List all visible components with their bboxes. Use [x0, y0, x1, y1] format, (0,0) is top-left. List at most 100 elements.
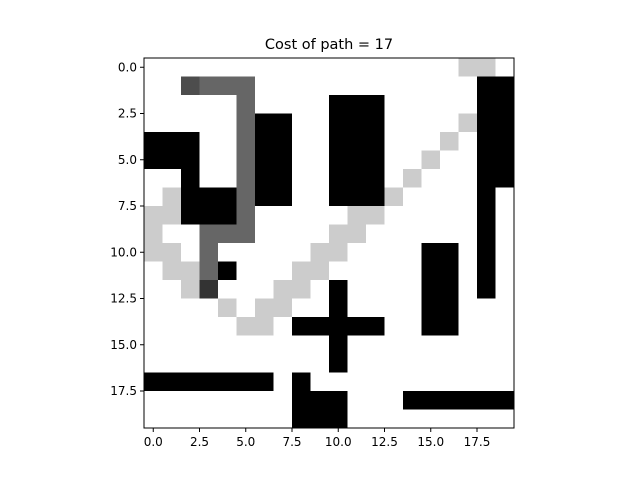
heatmap-cell-7-12 — [366, 187, 385, 207]
heatmap-cell-5-5 — [236, 150, 256, 170]
y-tick-label: 10.0 — [110, 245, 137, 259]
heatmap-cell-2-10 — [329, 95, 348, 114]
heatmap-cell-5-8 — [292, 150, 311, 170]
heatmap-cell-1-14 — [403, 76, 422, 96]
heatmap-cell-17-17 — [458, 372, 478, 392]
heatmap-cell-7-19 — [495, 187, 515, 207]
heatmap-cell-10-4 — [218, 243, 237, 262]
heatmap-cell-5-12 — [366, 150, 385, 170]
heatmap-cell-9-15 — [421, 224, 441, 244]
heatmap-cell-5-6 — [255, 150, 274, 170]
heatmap-cell-19-11 — [347, 409, 367, 429]
heatmap-cell-8-5 — [236, 206, 256, 225]
heatmap-cell-17-10 — [329, 372, 348, 392]
heatmap-cell-0-18 — [477, 58, 496, 77]
heatmap-cell-12-3 — [199, 280, 219, 299]
heatmap-cell-9-13 — [384, 224, 404, 244]
heatmap-cell-18-10 — [329, 391, 348, 410]
heatmap-cell-16-2 — [181, 354, 200, 373]
heatmap-cell-19-3 — [199, 409, 219, 429]
heatmap-cell-14-10 — [329, 317, 348, 336]
heatmap-cell-12-12 — [366, 280, 385, 299]
heatmap-cell-4-12 — [366, 132, 385, 151]
heatmap-cell-9-9 — [310, 224, 330, 244]
heatmap-cell-11-6 — [255, 261, 274, 281]
y-tick-label: 2.5 — [118, 107, 137, 121]
heatmap-cell-19-18 — [477, 409, 496, 429]
heatmap-cell-3-8 — [292, 113, 311, 133]
heatmap-cell-4-19 — [495, 132, 515, 151]
heatmap-cell-16-15 — [421, 354, 441, 373]
heatmap-cell-13-14 — [403, 298, 422, 318]
heatmap-cell-13-13 — [384, 298, 404, 318]
y-tick-label: 15.0 — [110, 338, 137, 352]
heatmap-cell-16-3 — [199, 354, 219, 373]
heatmap-cell-1-18 — [477, 76, 496, 96]
heatmap-cell-12-9 — [310, 280, 330, 299]
heatmap-cell-18-11 — [347, 391, 367, 410]
heatmap-cell-18-13 — [384, 391, 404, 410]
heatmap-cell-5-3 — [199, 150, 219, 170]
heatmap-cell-7-4 — [218, 187, 237, 207]
heatmap-cell-1-15 — [421, 76, 441, 96]
heatmap-cell-3-10 — [329, 113, 348, 133]
heatmap-cell-15-3 — [199, 335, 219, 355]
heatmap-cell-13-16 — [440, 298, 459, 318]
heatmap-cell-12-15 — [421, 280, 441, 299]
heatmap-cell-6-11 — [347, 169, 367, 188]
heatmap-cell-3-14 — [403, 113, 422, 133]
heatmap-cell-7-6 — [255, 187, 274, 207]
heatmap-cell-2-1 — [162, 95, 182, 114]
heatmap-cell-16-18 — [477, 354, 496, 373]
heatmap-cell-0-9 — [310, 58, 330, 77]
heatmap-cell-17-5 — [236, 372, 256, 392]
heatmap-cell-0-10 — [329, 58, 348, 77]
heatmap-cell-0-13 — [384, 58, 404, 77]
heatmap-cell-4-10 — [329, 132, 348, 151]
heatmap-cell-9-12 — [366, 224, 385, 244]
heatmap-cell-8-18 — [477, 206, 496, 225]
heatmap-cell-17-6 — [255, 372, 274, 392]
heatmap-cell-3-3 — [199, 113, 219, 133]
heatmap-cell-18-16 — [440, 391, 459, 410]
heatmap-cell-18-5 — [236, 391, 256, 410]
heatmap-cell-4-15 — [421, 132, 441, 151]
heatmap-cell-1-11 — [347, 76, 367, 96]
heatmap-cell-14-4 — [218, 317, 237, 336]
heatmap-cell-14-2 — [181, 317, 200, 336]
heatmap-cell-16-5 — [236, 354, 256, 373]
heatmap-cell-13-7 — [273, 298, 293, 318]
heatmap-cell-11-16 — [440, 261, 459, 281]
heatmap-cell-15-18 — [477, 335, 496, 355]
heatmap-cell-7-3 — [199, 187, 219, 207]
heatmap-cell-13-12 — [366, 298, 385, 318]
heatmap-cell-12-5 — [236, 280, 256, 299]
heatmap-cell-9-11 — [347, 224, 367, 244]
heatmap-cell-5-0 — [144, 150, 163, 170]
heatmap-cell-10-2 — [181, 243, 200, 262]
heatmap-cell-12-4 — [218, 280, 237, 299]
heatmap-cell-11-7 — [273, 261, 293, 281]
heatmap-cell-4-5 — [236, 132, 256, 151]
heatmap-cell-6-3 — [199, 169, 219, 188]
y-tick-label: 7.5 — [118, 199, 137, 213]
heatmap-cell-11-14 — [403, 261, 422, 281]
heatmap-cell-14-3 — [199, 317, 219, 336]
heatmap-cell-9-8 — [292, 224, 311, 244]
heatmap-cell-6-17 — [458, 169, 478, 188]
heatmap-cell-16-9 — [310, 354, 330, 373]
heatmap-cell-11-11 — [347, 261, 367, 281]
heatmap-cell-7-11 — [347, 187, 367, 207]
heatmap-cell-14-19 — [495, 317, 515, 336]
heatmap-cell-14-15 — [421, 317, 441, 336]
heatmap-cell-19-2 — [181, 409, 200, 429]
x-tick-label: 0.0 — [144, 435, 163, 449]
heatmap-cell-6-14 — [403, 169, 422, 188]
heatmap-cell-17-14 — [403, 372, 422, 392]
heatmap-cell-4-0 — [144, 132, 163, 151]
heatmap-cell-15-0 — [144, 335, 163, 355]
heatmap-cell-13-9 — [310, 298, 330, 318]
heatmap-cell-2-15 — [421, 95, 441, 114]
heatmap-cell-9-19 — [495, 224, 515, 244]
heatmap-cell-16-0 — [144, 354, 163, 373]
